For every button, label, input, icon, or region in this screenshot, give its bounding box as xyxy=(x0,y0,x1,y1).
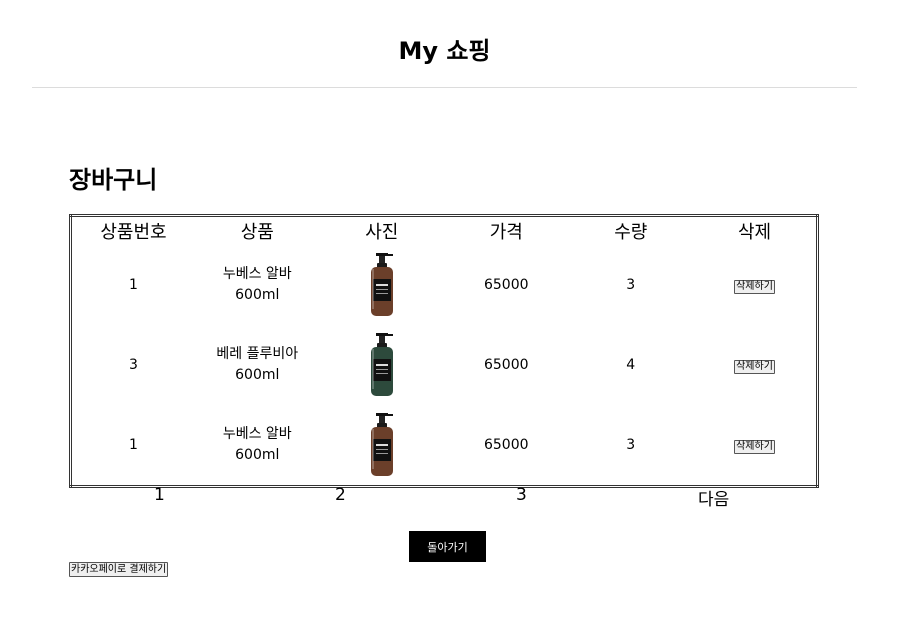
page-link-1[interactable]: 1 xyxy=(154,485,165,505)
quantity-cell: 4 xyxy=(626,357,636,373)
product-number-cell: 1 xyxy=(129,437,138,453)
next-page-link[interactable]: 다음 xyxy=(698,490,730,510)
delete-button[interactable]: 삭제하기 xyxy=(734,439,775,454)
column-header-delete: 삭제 xyxy=(737,222,772,243)
delete-button[interactable]: 삭제하기 xyxy=(734,279,775,294)
delete-button[interactable]: 삭제하기 xyxy=(734,359,775,374)
cart-table: 상품번호 상품 사진 가격 수량 삭제 1 누베스 알바 600ml xyxy=(69,214,819,488)
site-header: My 쇼핑 xyxy=(32,0,857,88)
product-name-cell: 베레 플루비아 600ml xyxy=(195,325,320,405)
product-bottle-image xyxy=(370,413,393,476)
cart-heading: 장바구니 xyxy=(69,166,158,194)
product-name: 누베스 알바 xyxy=(222,266,292,282)
product-number-cell: 1 xyxy=(129,277,138,293)
page-title: My 쇼핑 xyxy=(398,37,491,65)
price-cell: 65000 xyxy=(483,437,529,453)
product-name: 누베스 알바 xyxy=(222,426,292,442)
quantity-cell: 3 xyxy=(626,437,636,453)
table-row: 3 베레 플루비아 600ml xyxy=(71,325,818,405)
back-button[interactable]: 돌아가기 xyxy=(409,531,486,562)
delete-cell: 삭제하기 xyxy=(693,245,818,325)
kakao-pay-button[interactable]: 카카오페이로 결제하기 xyxy=(69,562,169,577)
pagination: 1 2 3 다음 xyxy=(69,485,819,511)
page-link-3[interactable]: 3 xyxy=(516,485,527,505)
column-header-price: 가격 xyxy=(489,222,523,243)
price-cell: 65000 xyxy=(483,357,529,373)
product-photo-cell xyxy=(320,245,445,325)
product-bottle-image xyxy=(370,253,393,316)
delete-cell: 삭제하기 xyxy=(693,325,818,405)
column-header-product: 상품 xyxy=(240,222,274,243)
column-header-quantity: 수량 xyxy=(614,222,648,243)
column-header-product-number: 상품번호 xyxy=(100,222,167,243)
product-photo-cell xyxy=(320,405,445,487)
product-bottle-image xyxy=(370,333,393,396)
table-row: 1 누베스 알바 600ml xyxy=(71,405,818,487)
table-header-row: 상품번호 상품 사진 가격 수량 삭제 xyxy=(71,216,818,246)
price-cell: 65000 xyxy=(483,277,529,293)
delete-cell: 삭제하기 xyxy=(693,405,818,487)
quantity-cell: 3 xyxy=(626,277,636,293)
product-name-cell: 누베스 알바 600ml xyxy=(195,405,320,487)
page-link-2[interactable]: 2 xyxy=(335,485,346,505)
product-number-cell: 3 xyxy=(129,357,138,373)
product-volume: 600ml xyxy=(235,447,280,463)
column-header-photo: 사진 xyxy=(365,222,399,243)
product-name-cell: 누베스 알바 600ml xyxy=(195,245,320,325)
product-volume: 600ml xyxy=(235,287,280,303)
product-photo-cell xyxy=(320,325,445,405)
product-volume: 600ml xyxy=(235,367,280,383)
product-name: 베레 플루비아 xyxy=(216,346,299,362)
table-row: 1 누베스 알바 600ml xyxy=(71,245,818,325)
